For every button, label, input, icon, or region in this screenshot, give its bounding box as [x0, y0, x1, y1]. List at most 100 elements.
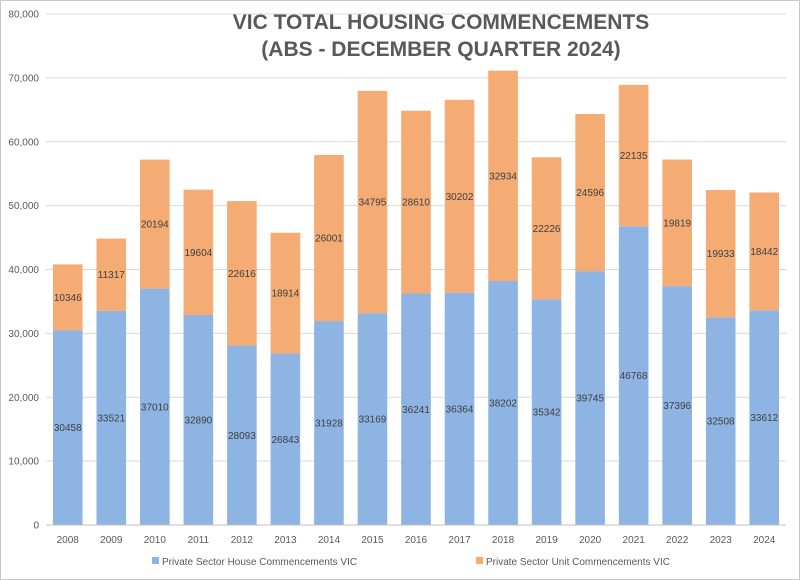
bar-house	[140, 288, 170, 525]
data-label-house: 33612	[750, 413, 778, 424]
bar-unit	[401, 110, 431, 294]
bar-unit	[618, 84, 649, 227]
x-tick-label: 2013	[274, 535, 297, 546]
data-label-house: 39745	[576, 394, 604, 405]
chart-title: VIC TOTAL HOUSING COMMENCEMENTS (ABS - D…	[181, 9, 701, 63]
bar-unit	[52, 264, 83, 331]
bar-house	[749, 310, 780, 525]
legend-unit-label: Private Sector Unit Commencements VIC	[486, 557, 670, 568]
bar-house	[401, 293, 431, 525]
y-tick-label: 30,000	[8, 329, 39, 340]
data-label-unit: 10346	[54, 293, 82, 304]
bar-unit	[183, 189, 214, 315]
data-label-unit: 19933	[707, 249, 735, 260]
data-label-unit: 22226	[533, 224, 561, 235]
x-tick-label: 2024	[753, 535, 776, 546]
chart-title-line-2: (ABS - DECEMBER QUARTER 2024)	[261, 38, 621, 61]
x-tick-label: 2008	[57, 535, 80, 546]
bar-unit	[662, 159, 692, 287]
y-tick-label: 0	[33, 521, 39, 532]
bar-house	[575, 271, 605, 525]
bar-unit	[314, 154, 344, 322]
bar-house	[662, 286, 692, 525]
x-tick-label: 2021	[623, 535, 646, 546]
bar-unit	[575, 114, 605, 272]
data-label-house: 36364	[446, 404, 474, 415]
bar-house	[531, 299, 562, 525]
y-tick-label: 50,000	[8, 201, 39, 212]
bar-house	[52, 330, 83, 525]
bar-unit	[357, 90, 388, 314]
y-tick-label: 80,000	[8, 10, 39, 21]
x-tick-label: 2010	[144, 535, 167, 546]
data-label-unit: 19819	[663, 218, 691, 229]
data-label-unit: 18442	[750, 247, 778, 258]
bar-house	[618, 226, 649, 525]
bar-unit	[488, 70, 518, 281]
x-tick-label: 2023	[710, 535, 733, 546]
legend-unit-swatch	[476, 557, 483, 564]
bar-house	[488, 280, 518, 525]
bar-house	[96, 310, 127, 525]
bar-house	[227, 345, 257, 525]
bar-unit	[749, 192, 780, 311]
bar-unit	[140, 159, 170, 289]
data-label-house: 37010	[141, 402, 169, 413]
data-label-unit: 30202	[446, 192, 474, 203]
data-label-house: 37396	[663, 401, 691, 412]
data-label-house: 36241	[402, 405, 430, 416]
data-label-house: 33521	[97, 413, 125, 424]
x-tick-label: 2014	[318, 535, 341, 546]
data-label-unit: 24596	[576, 188, 604, 199]
data-label-unit: 18914	[272, 289, 300, 300]
data-label-unit: 28610	[402, 198, 430, 209]
bar-house	[357, 313, 388, 525]
y-tick-label: 40,000	[8, 265, 39, 276]
bar-unit	[705, 190, 736, 318]
data-label-house: 30458	[54, 423, 82, 434]
bar-unit	[444, 99, 475, 293]
x-tick-label: 2019	[535, 535, 558, 546]
data-label-unit: 22135	[620, 151, 648, 162]
data-label-house: 33169	[359, 415, 387, 426]
bar-unit	[96, 238, 127, 311]
data-label-unit: 26001	[315, 234, 343, 245]
bar-unit	[531, 157, 562, 300]
data-label-house: 46768	[620, 371, 648, 382]
x-tick-label: 2016	[405, 535, 428, 546]
y-tick-label: 10,000	[8, 457, 39, 468]
bar-house	[314, 321, 344, 525]
x-tick-label: 2017	[448, 535, 471, 546]
data-label-unit: 20194	[141, 220, 169, 231]
x-tick-label: 2015	[361, 535, 384, 546]
data-label-house: 28093	[228, 431, 256, 442]
x-tick-label: 2022	[666, 535, 689, 546]
bar-house	[705, 317, 736, 525]
legend-house-swatch	[152, 557, 159, 564]
y-tick-label: 60,000	[8, 137, 39, 148]
chart-title-line-1: VIC TOTAL HOUSING COMMENCEMENTS	[232, 11, 650, 34]
data-label-house: 35342	[533, 408, 561, 419]
data-label-house: 26843	[272, 435, 300, 446]
x-tick-label: 2012	[231, 535, 254, 546]
y-tick-label: 70,000	[8, 73, 39, 84]
data-label-unit: 11317	[98, 270, 126, 281]
data-label-house: 32508	[707, 417, 735, 428]
bar-house	[444, 292, 475, 525]
data-label-unit: 22616	[228, 269, 256, 280]
data-label-house: 31928	[315, 419, 343, 430]
data-label-house: 32890	[184, 415, 212, 426]
bar-house	[270, 353, 301, 525]
x-tick-label: 2011	[188, 535, 210, 546]
bar-house	[183, 314, 214, 525]
data-label-unit: 32934	[489, 171, 517, 182]
x-tick-label: 2009	[100, 535, 123, 546]
data-label-unit: 19604	[184, 248, 212, 259]
x-tick-label: 2018	[492, 535, 515, 546]
data-label-house: 38202	[489, 398, 517, 409]
legend-house-label: Private Sector House Commencements VIC	[162, 557, 357, 568]
y-tick-label: 20,000	[8, 393, 39, 404]
bar-unit	[270, 232, 301, 354]
x-tick-label: 2020	[579, 535, 602, 546]
data-label-unit: 34795	[359, 198, 387, 209]
